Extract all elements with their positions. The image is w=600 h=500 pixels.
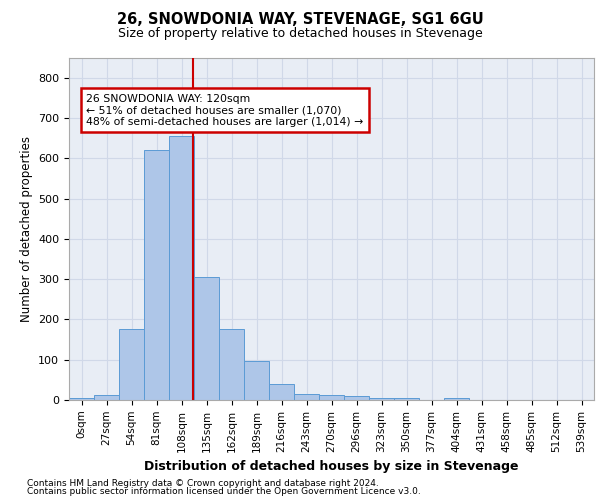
Bar [394,398,419,400]
Bar [294,394,319,400]
Y-axis label: Number of detached properties: Number of detached properties [20,136,32,322]
Bar [219,330,244,400]
Bar [319,395,344,400]
Bar [244,360,269,400]
Text: Size of property relative to detached houses in Stevenage: Size of property relative to detached ho… [118,28,482,40]
Bar [369,398,394,400]
Bar [344,396,369,400]
Bar [444,398,469,400]
Bar [194,277,219,400]
Text: Contains public sector information licensed under the Open Government Licence v3: Contains public sector information licen… [27,487,421,496]
Text: 26 SNOWDONIA WAY: 120sqm
← 51% of detached houses are smaller (1,070)
48% of sem: 26 SNOWDONIA WAY: 120sqm ← 51% of detach… [86,94,363,127]
Text: Contains HM Land Registry data © Crown copyright and database right 2024.: Contains HM Land Registry data © Crown c… [27,478,379,488]
Bar [69,398,94,400]
Bar [119,330,144,400]
Bar [269,384,294,400]
Bar [94,395,119,400]
Text: 26, SNOWDONIA WAY, STEVENAGE, SG1 6GU: 26, SNOWDONIA WAY, STEVENAGE, SG1 6GU [116,12,484,28]
Bar [144,150,169,400]
X-axis label: Distribution of detached houses by size in Stevenage: Distribution of detached houses by size … [144,460,519,473]
Bar [169,136,194,400]
